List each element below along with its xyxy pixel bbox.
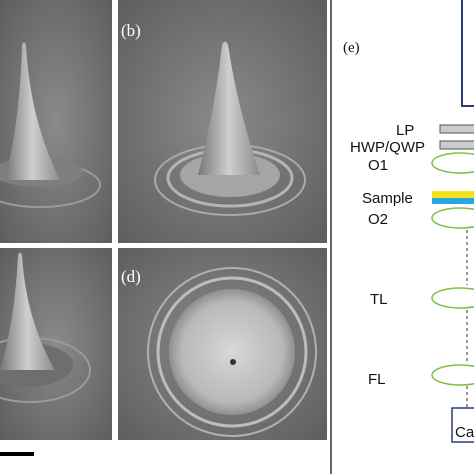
sem-panel-a — [0, 0, 112, 243]
component-label: O1 — [368, 157, 388, 174]
component-label: HWP/QWP — [350, 139, 425, 156]
panel-label: (e) — [343, 40, 360, 56]
component-label: FL — [368, 371, 386, 388]
component-label: Sample — [362, 190, 413, 207]
setup-panel: (e) LP HWP/QWP O1 Sample O2 TL FL Ca — [330, 0, 474, 474]
sem-panel-d: (d) — [118, 248, 327, 440]
panel-label: (d) — [121, 267, 141, 286]
component-label: TL — [370, 291, 388, 308]
component-label: LP — [396, 122, 414, 139]
sem-panel-c — [0, 248, 112, 456]
component-label: O2 — [368, 211, 388, 228]
component-label: Ca — [455, 424, 474, 441]
sem-panel-b: (b) — [118, 0, 327, 243]
panel-label: (b) — [121, 21, 141, 40]
